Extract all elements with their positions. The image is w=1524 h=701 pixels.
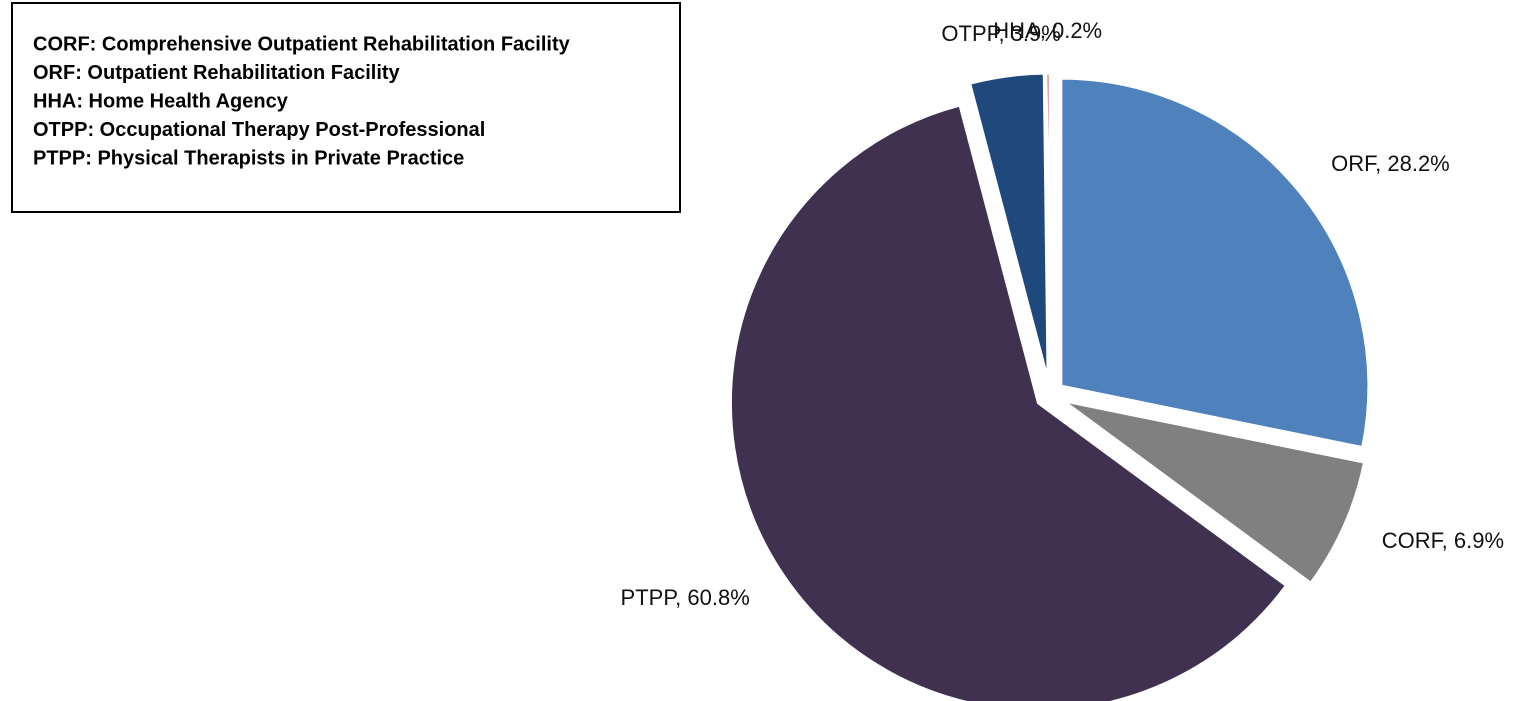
note-line: CORF: Comprehensive Outpatient Rehabilit… — [33, 33, 571, 55]
data-label: ORF, 28.2% — [1331, 151, 1450, 176]
note-line: OTPP: Occupational Therapy Post-Professi… — [33, 119, 485, 141]
pie-slice — [967, 71, 1050, 382]
pie-slice — [1059, 76, 1371, 450]
note-line: PTPP: Physical Therapists in Private Pra… — [33, 147, 464, 169]
data-label: CORF, 6.9% — [1382, 528, 1504, 553]
pie-slice — [1044, 71, 1052, 382]
data-label: PTPP, 60.8% — [621, 585, 750, 610]
note-line: ORF: Outpatient Rehabilitation Facility — [33, 62, 401, 84]
notes-box — [11, 2, 681, 213]
pie-slice — [728, 103, 1289, 701]
data-label: HHA, 0.2% — [993, 18, 1102, 43]
pie-slice — [1061, 399, 1367, 586]
note-line: HHA: Home Health Agency — [33, 90, 289, 112]
data-label: OTPP, 3.9% — [941, 21, 1060, 46]
